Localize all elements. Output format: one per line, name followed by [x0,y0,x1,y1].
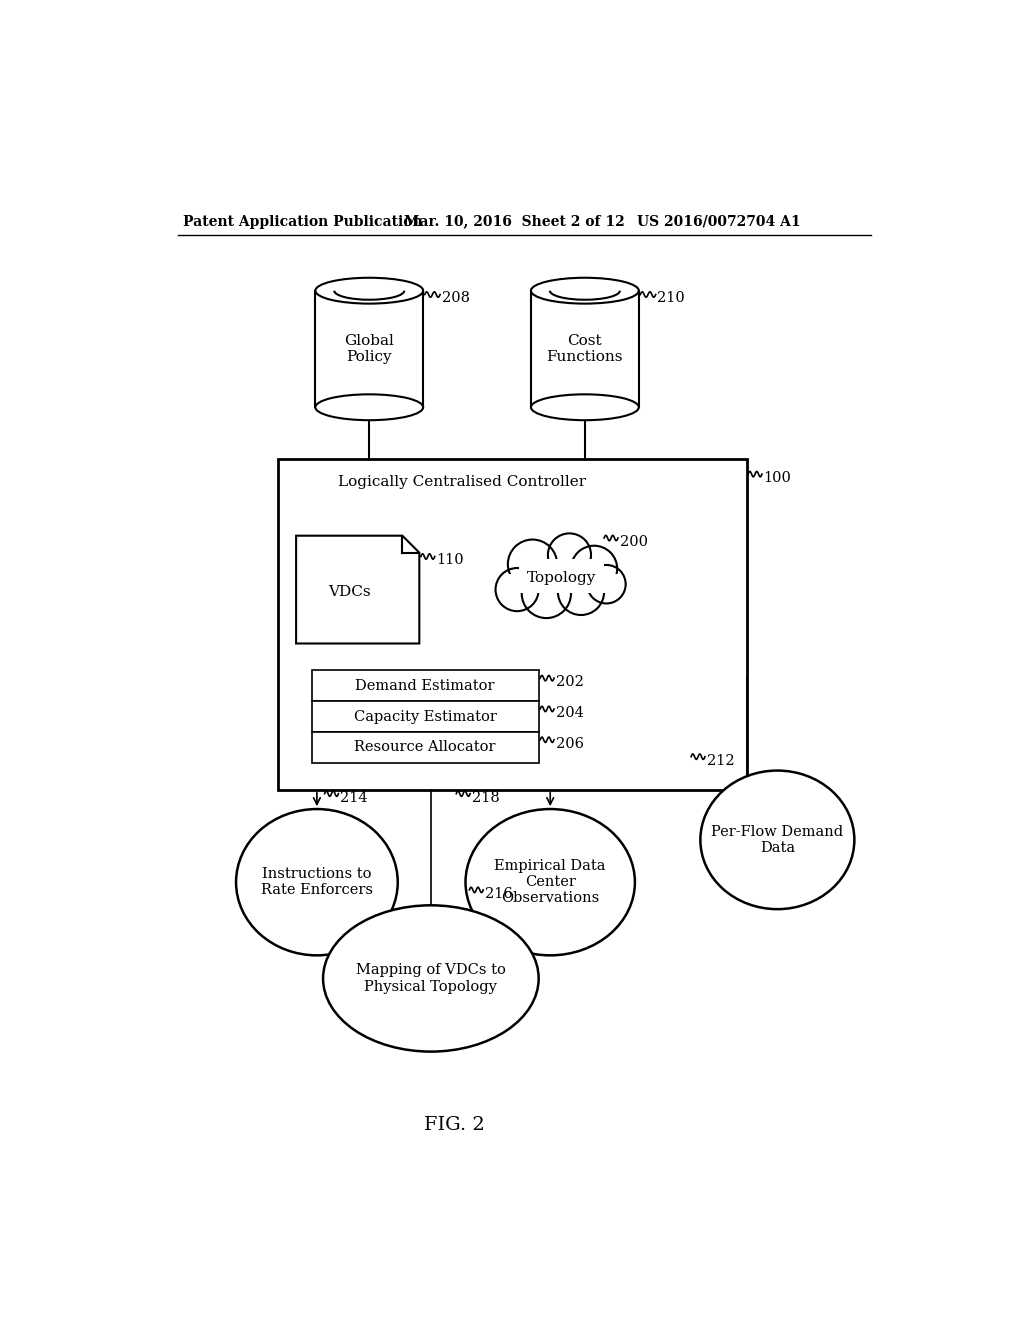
Text: FIG. 2: FIG. 2 [424,1115,484,1134]
Ellipse shape [700,771,854,909]
Polygon shape [311,701,539,733]
Text: Instructions to
Rate Enforcers: Instructions to Rate Enforcers [261,867,373,898]
Circle shape [548,533,591,577]
Polygon shape [296,536,419,644]
Ellipse shape [531,395,639,420]
Polygon shape [315,290,423,408]
Text: 210: 210 [657,290,685,305]
Text: Mar. 10, 2016  Sheet 2 of 12: Mar. 10, 2016 Sheet 2 of 12 [403,215,625,228]
Polygon shape [519,558,604,582]
Text: Global
Policy: Global Policy [344,334,394,364]
Text: Logically Centralised Controller: Logically Centralised Controller [338,475,586,488]
Text: 110: 110 [436,553,464,568]
Text: Cost
Functions: Cost Functions [547,334,624,364]
Text: 218: 218 [472,791,500,805]
Text: Demand Estimator: Demand Estimator [355,678,495,693]
Text: 100: 100 [764,471,792,484]
Text: 212: 212 [707,754,734,768]
Circle shape [521,569,571,618]
Ellipse shape [531,277,639,304]
Text: 208: 208 [441,290,470,305]
Circle shape [558,569,604,615]
Text: VDCs: VDCs [328,585,371,599]
Text: 214: 214 [340,791,368,805]
Circle shape [571,545,617,591]
Text: Patent Application Publication: Patent Application Publication [183,215,423,228]
Text: 202: 202 [556,675,584,689]
Text: Resource Allocator: Resource Allocator [354,741,496,755]
Ellipse shape [237,809,397,956]
Text: 216: 216 [484,887,512,900]
Ellipse shape [323,906,539,1052]
Text: Per-Flow Demand
Data: Per-Flow Demand Data [712,825,844,855]
Text: US 2016/0072704 A1: US 2016/0072704 A1 [637,215,801,228]
Text: Topology: Topology [527,572,596,585]
Text: Mapping of VDCs to
Physical Topology: Mapping of VDCs to Physical Topology [356,964,506,994]
Polygon shape [509,574,620,594]
Circle shape [587,565,626,603]
Ellipse shape [315,277,423,304]
Text: 204: 204 [556,706,584,719]
Polygon shape [311,733,539,763]
Ellipse shape [466,809,635,956]
Ellipse shape [315,395,423,420]
Polygon shape [311,671,539,701]
Text: 200: 200 [620,535,647,549]
Text: 206: 206 [556,737,584,751]
Text: Capacity Estimator: Capacity Estimator [353,710,497,723]
Polygon shape [279,459,746,789]
Circle shape [508,540,557,589]
Text: Empirical Data
Center
Observations: Empirical Data Center Observations [495,859,606,906]
Polygon shape [531,290,639,408]
Circle shape [496,568,539,611]
